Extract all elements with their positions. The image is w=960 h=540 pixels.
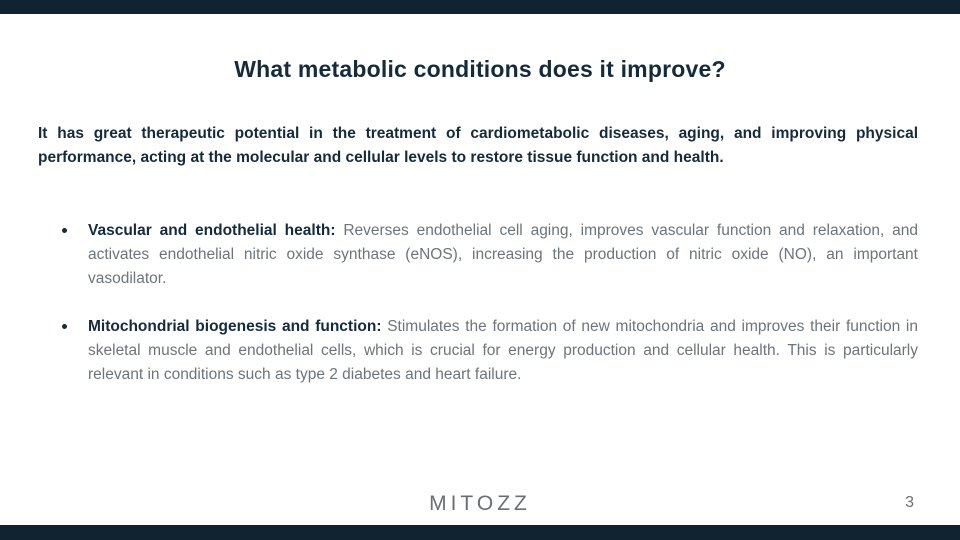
intro-paragraph: It has great therapeutic potential in th… (38, 125, 918, 166)
brand-logo: MITOZZ (429, 492, 531, 515)
slide-title: What metabolic conditions does it improv… (234, 56, 726, 82)
bullet-lead: Vascular and endothelial health: (88, 222, 336, 239)
bullet-text: Stimulates the formation of new mitochon… (88, 318, 918, 383)
bullet-item-mitochondrial: Mitochondrial biogenesis and function: S… (38, 315, 918, 387)
bullet-item-vascular: Vascular and endothelial health: Reverse… (38, 219, 918, 291)
top-accent-bar (0, 0, 960, 14)
bullet-lead: Mitochondrial biogenesis and function: (88, 318, 382, 335)
bullet-list: Vascular and endothelial health: Reverse… (38, 219, 918, 411)
bullet-text: Reverses endothelial cell aging, improve… (88, 222, 918, 287)
bottom-accent-bar (0, 525, 960, 540)
page-number: 3 (905, 494, 914, 511)
